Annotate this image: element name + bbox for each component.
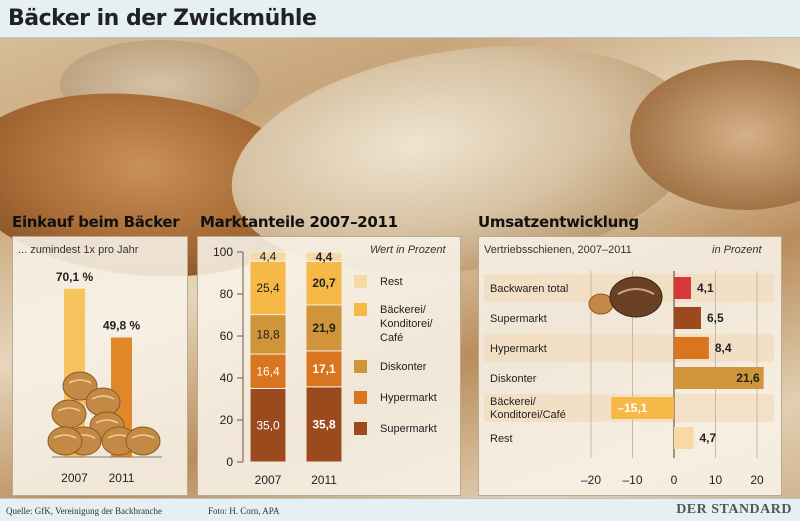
einkauf-value-label: 70,1 % xyxy=(56,270,94,284)
marktanteile-legend-swatch xyxy=(354,360,367,373)
marktanteile-segment-label: 18,8 xyxy=(256,327,280,341)
der-standard-logo: DER STANDARD xyxy=(676,502,792,517)
marktanteile-y-tick: 80 xyxy=(220,287,234,301)
umsatz-bar xyxy=(674,427,694,449)
marktanteile-segment-diskonter xyxy=(249,314,287,355)
marktanteile-segment-label: 4,4 xyxy=(316,250,333,264)
umsatz-value-label: 4,1 xyxy=(697,281,714,295)
bread-roll-icon xyxy=(47,426,83,456)
marktanteile-segment-diskonter xyxy=(305,304,343,352)
marktanteile-segment-supermarkt xyxy=(249,388,287,463)
marktanteile-note: Wert in Prozent xyxy=(370,244,446,256)
bread-roll-highlight xyxy=(95,419,119,424)
marktanteile-legend-swatch xyxy=(354,303,367,316)
marktanteile-segment-label: 21,9 xyxy=(312,321,336,335)
marktanteile-legend-label: Diskonter xyxy=(380,361,427,373)
marktanteile-legend-swatch xyxy=(354,422,367,435)
marktanteile-segment-label: 16,4 xyxy=(256,364,280,378)
umsatz-row-band xyxy=(484,334,774,362)
photo-credit: Foto: H. Corn, APA xyxy=(208,506,280,516)
marktanteile-segment-label: 4,4 xyxy=(260,250,277,264)
umsatz-category-label: Rest xyxy=(490,433,513,445)
einkauf-panel xyxy=(12,236,188,496)
einkauf-x-tick: 2011 xyxy=(109,471,135,485)
umsatz-value-label: 4,7 xyxy=(700,431,717,445)
marktanteile-segment-hypermarkt xyxy=(305,350,343,388)
marktanteile-legend-swatch xyxy=(354,391,367,404)
bread-loaf-highlight xyxy=(617,288,655,295)
umsatz-category-label: Hypermarkt xyxy=(490,343,547,355)
bread-roll-icon xyxy=(62,371,98,401)
umsatz-bar xyxy=(674,337,709,359)
einkauf-subtitle: ... zumindest 1x pro Jahr xyxy=(18,244,139,256)
marktanteile-segment-rest xyxy=(249,251,287,262)
title-bar: Bäcker in der Zwickmühle xyxy=(0,0,800,38)
umsatz-chart: –20 –10 0 10 20 4,1 Backwaren total 6,5 Supermar… xyxy=(484,271,774,487)
einkauf-heading: Einkauf beim Bäcker xyxy=(12,213,180,231)
marktanteile-legend-label: Rest xyxy=(380,276,403,288)
umsatz-bar xyxy=(674,307,701,329)
umsatz-bar xyxy=(674,367,764,389)
umsatz-note: in Prozent xyxy=(712,244,762,256)
marktanteile-y-tick: 0 xyxy=(226,455,233,469)
marktanteile-y-tick: 60 xyxy=(220,329,234,343)
bread-roll-highlight xyxy=(53,434,77,439)
umsatz-category-label: Bäckerei/Konditorei/Café xyxy=(490,396,566,421)
page-title: Bäcker in der Zwickmühle xyxy=(8,6,317,31)
bread-roll-highlight xyxy=(68,379,92,384)
bread-roll-highlight xyxy=(131,434,155,439)
umsatz-category-label: Supermarkt xyxy=(490,313,547,325)
umsatz-value-label: 8,4 xyxy=(715,341,732,355)
marktanteile-y-tick: 40 xyxy=(220,371,234,385)
umsatz-category-label: Diskonter xyxy=(490,373,537,385)
umsatz-x-tick: 20 xyxy=(750,473,764,487)
marktanteile-segment-label: 35,0 xyxy=(256,418,280,432)
umsatz-value-label: 6,5 xyxy=(707,311,724,325)
umsatz-x-tick: 0 xyxy=(671,473,678,487)
bread-roll-icon xyxy=(51,399,87,429)
umsatz-heading: Umsatzentwicklung xyxy=(478,213,639,231)
umsatz-value-label: –15,1 xyxy=(617,401,647,415)
marktanteile-heading: Marktanteile 2007–2011 xyxy=(200,213,398,231)
marktanteile-legend-label: Bäckerei/Konditorei/Café xyxy=(380,304,434,344)
marktanteile-legend-swatch xyxy=(354,275,367,288)
umsatz-bar xyxy=(611,397,674,419)
marktanteile-segment-rest xyxy=(305,251,343,262)
marktanteile-chart: 0 20 40 60 80 100 35,0 16,4 18,8 25,4 4,4 2007 35,8 1… xyxy=(213,245,437,487)
marktanteile-y-tick: 100 xyxy=(213,245,233,259)
bread-photo-background xyxy=(630,60,800,210)
marktanteile-segment-supermarkt xyxy=(305,386,343,463)
marktanteile-segment-label: 35,8 xyxy=(312,417,336,431)
bread-roll-icon xyxy=(588,293,614,315)
footer-bar xyxy=(0,498,800,521)
marktanteile-segment-bckereikonditoreicaf xyxy=(249,260,287,316)
marktanteile-legend-label: Hypermarkt xyxy=(380,392,437,404)
einkauf-x-tick: 2007 xyxy=(61,471,88,485)
marktanteile-segment-bckereikonditoreicaf xyxy=(305,260,343,306)
source-credit: Quelle: GfK, Vereinigung der Backbranche xyxy=(6,506,163,516)
umsatz-subtitle: Vertriebsschienen, 2007–2011 xyxy=(484,244,632,256)
bread-roll-icon xyxy=(125,426,161,456)
bread-loaf-icon xyxy=(609,276,663,318)
umsatz-x-tick: –20 xyxy=(581,473,601,487)
einkauf-chart: 70,1 % 2007 49,8 % 2011 xyxy=(47,270,162,485)
marktanteile-segment-label: 25,4 xyxy=(256,281,280,295)
marktanteile-segment-label: 20,7 xyxy=(312,276,336,290)
marktanteile-y-tick: 20 xyxy=(220,413,234,427)
umsatz-x-tick: 10 xyxy=(709,473,723,487)
marktanteile-segment-label: 17,1 xyxy=(312,362,336,376)
bread-roll-icon xyxy=(85,387,121,417)
marktanteile-x-tick: 2011 xyxy=(311,473,337,487)
umsatz-bar xyxy=(674,277,692,299)
umsatz-category-label: Backwaren total xyxy=(490,283,568,295)
bread-roll-highlight xyxy=(91,395,115,400)
bread-roll-highlight xyxy=(57,407,81,412)
einkauf-value-label: 49,8 % xyxy=(103,318,141,332)
umsatz-x-tick: –10 xyxy=(622,473,642,487)
marktanteile-x-tick: 2007 xyxy=(255,473,282,487)
umsatz-value-label: 21,6 xyxy=(736,371,760,385)
marktanteile-legend-label: Supermarkt xyxy=(380,423,437,435)
